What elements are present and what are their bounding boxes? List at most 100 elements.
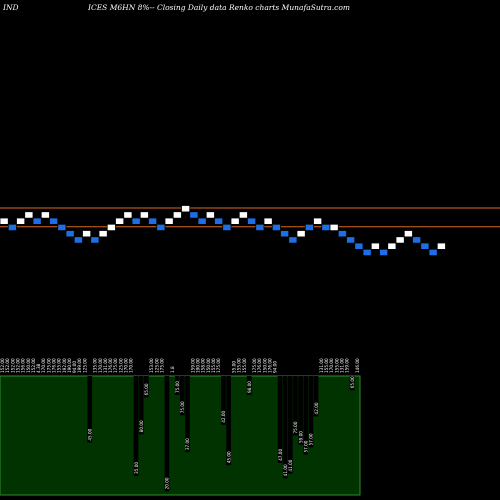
renko-brick-31-down	[255, 223, 265, 232]
volume-label-11: 155.00	[57, 358, 62, 373]
volume-label-18: 135.00	[93, 358, 98, 373]
volume-label-41: 155.00	[211, 358, 216, 373]
volume-label-24: 170.00	[124, 358, 129, 373]
volume-label-46: 155.00	[237, 358, 242, 373]
volume-label-3: 152.00	[16, 358, 21, 373]
renko-brick-49-up	[403, 230, 413, 238]
volume-label-43: 42.00	[221, 410, 226, 422]
volume-label-48: 98.00	[247, 381, 252, 393]
volume-bar-44	[226, 376, 231, 466]
volume-label-58: 59.00	[298, 431, 303, 443]
renko-brick-22-up	[181, 205, 191, 213]
volume-label-63: 155.00	[324, 358, 329, 373]
volume-bar-58	[298, 376, 303, 446]
volume-label-44: 45.00	[226, 451, 231, 463]
volume-label-45: 55.00	[232, 361, 237, 373]
volume-label-59: 57.00	[304, 440, 309, 452]
volume-bar-56	[288, 376, 293, 474]
volume-bar-34	[174, 376, 180, 396]
volume-label-17: 45.00	[88, 428, 93, 440]
renko-brick-40-up	[329, 223, 339, 232]
renko-brick-18-down	[148, 217, 158, 225]
volume-label-55: 41.00	[283, 464, 288, 476]
renko-brick-39-down	[321, 223, 331, 232]
volume-label-25: 170.00	[129, 358, 134, 373]
renko-brick-35-down	[288, 236, 298, 244]
volume-label-33: 1.8	[170, 366, 175, 373]
renko-brick-28-up	[230, 217, 240, 225]
renko-brick-52-down	[428, 248, 438, 257]
renko-brick-0-up	[0, 217, 9, 225]
volume-label-4: 156.00	[21, 358, 26, 373]
volume-bar-54	[277, 376, 283, 463]
renko-brick-30-down	[247, 217, 257, 225]
renko-brick-47-up	[387, 242, 397, 250]
volume-label-5: 150.00	[26, 358, 31, 373]
renko-brick-5-up	[40, 211, 50, 219]
volume-label-50: 176.00	[257, 358, 262, 373]
renko-brick-34-down	[280, 230, 290, 238]
renko-brick-15-up	[123, 211, 133, 219]
renko-brick-13-up	[106, 223, 116, 232]
volume-label-67: 159.00	[345, 358, 350, 373]
volume-bar-36	[185, 376, 190, 453]
volume-label-27: 80.00	[139, 420, 144, 432]
renko-brick-14-up	[115, 217, 125, 225]
volume-label-37: 159.00	[190, 358, 195, 373]
volume-label-9: 175.00	[46, 358, 51, 373]
renko-brick-48-up	[395, 236, 405, 244]
volume-bar-60	[308, 376, 314, 448]
volume-label-38: 190.00	[196, 358, 201, 373]
symbol-prefix-text: IND	[3, 3, 19, 12]
volume-label-34: 75.00	[175, 381, 180, 393]
volume-bar-26	[133, 376, 139, 476]
volume-bar-28	[144, 376, 149, 398]
renko-brick-38-up	[313, 217, 323, 225]
volume-label-61: 42.00	[314, 402, 319, 414]
volume-label-57: 75.00	[293, 421, 298, 433]
volume-label-40: 150.00	[206, 358, 211, 373]
renko-brick-2-up	[16, 217, 26, 225]
renko-brick-44-down	[362, 248, 372, 257]
renko-brick-29-up	[238, 211, 248, 219]
volume-label-30: 125.00	[154, 358, 159, 373]
renko-brick-3-up	[24, 211, 34, 219]
renko-brick-1-down	[7, 223, 17, 232]
volume-bar-59	[303, 376, 309, 455]
volume-label-6: 152.00	[31, 358, 36, 373]
volume-label-69: 146.00	[355, 358, 360, 373]
renko-brick-32-up	[263, 217, 273, 225]
volume-label-42: 175.00	[216, 358, 221, 373]
volume-label-15: 199.00	[77, 358, 82, 373]
volume-label-28: 65.00	[144, 383, 149, 395]
volume-label-66: 131.00	[340, 358, 345, 373]
volume-label-26: 35.00	[134, 462, 139, 474]
volume-bar-32	[164, 376, 170, 492]
renko-brick-33-down	[271, 223, 281, 232]
volume-label-22: 175.00	[113, 358, 118, 373]
volume-label-32: 20.00	[165, 477, 170, 489]
volume-label-51: 150.00	[262, 358, 267, 373]
volume-label-68: 65.00	[350, 376, 355, 388]
volume-label-56: 41.00	[288, 459, 293, 471]
renko-brick-50-down	[412, 236, 422, 244]
volume-label-60: 57.00	[309, 433, 314, 445]
volume-label-16: 125.00	[82, 358, 87, 373]
renko-brick-25-up	[205, 211, 215, 219]
volume-label-64: 170.00	[329, 358, 334, 373]
renko-brick-43-down	[354, 242, 364, 250]
renko-brick-6-down	[49, 217, 59, 225]
volume-label-14: 94.00	[72, 361, 77, 373]
volume-label-54: 47.00	[278, 449, 283, 461]
renko-brick-7-down	[57, 223, 67, 232]
renko-brick-46-down	[379, 248, 389, 257]
volume-label-47: 155.00	[242, 358, 247, 373]
volume-label-21: 176.00	[108, 358, 113, 373]
volume-label-8: 170.00	[41, 358, 46, 373]
renko-brick-24-down	[197, 217, 207, 225]
volume-bar-68	[349, 376, 355, 391]
volume-bar-57	[293, 376, 298, 436]
chart-title: ICES M6HN 8%-- Closing Daily data Renko …	[88, 3, 350, 12]
renko-brick-53-up	[436, 242, 446, 250]
renko-brick-51-down	[420, 242, 430, 250]
